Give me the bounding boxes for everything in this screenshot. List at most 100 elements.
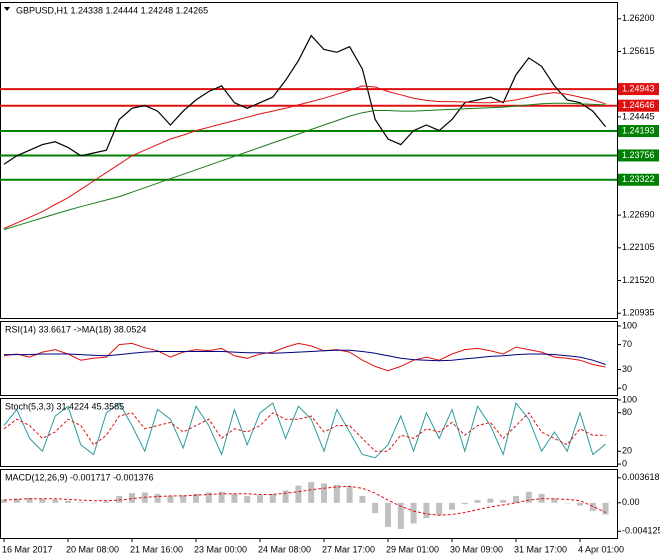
y-tick-label: 1.20935	[622, 308, 655, 318]
y-tick-label: 0	[622, 458, 627, 468]
series-line	[4, 349, 606, 365]
histogram-bar	[500, 500, 507, 503]
panel-frame	[0, 321, 618, 396]
series-line	[3, 401, 606, 459]
histogram-bar	[1, 499, 7, 503]
plot-area	[0, 34, 617, 231]
plot-area	[1, 482, 609, 530]
histogram-bar	[487, 498, 494, 503]
y-tick-label: 1.24445	[622, 111, 655, 121]
level-label-box	[618, 149, 659, 162]
panel-frame	[0, 469, 618, 539]
level-label-box	[618, 83, 659, 96]
histogram-bar	[116, 495, 123, 503]
x-tick-label: 23 Mar 00:00	[194, 544, 247, 554]
y-tick-label: -0.004125	[622, 526, 660, 536]
level-label: 1.24646	[622, 100, 655, 110]
y-tick-label: 1.21520	[622, 275, 655, 285]
histogram-bar	[513, 495, 519, 503]
level-label-box	[618, 173, 659, 186]
histogram-bar	[26, 497, 33, 503]
x-tick-label: 27 Mar 17:00	[322, 544, 375, 554]
y-tick-label: 70	[622, 339, 632, 349]
x-tick-label: 20 Mar 08:00	[66, 544, 119, 554]
histogram-bar	[52, 499, 59, 503]
x-tick-label: 24 Mar 08:00	[258, 544, 311, 554]
plot-area	[3, 401, 606, 459]
y-tick-label: 30	[622, 364, 632, 374]
series-line	[3, 412, 606, 452]
histogram-bar	[39, 498, 46, 503]
histogram-bar	[180, 495, 187, 503]
x-tick-label: 4 Apr 01:00	[578, 544, 624, 554]
histogram-bar	[551, 498, 558, 503]
y-tick-label: 0.00	[622, 497, 640, 507]
histogram-bar	[282, 490, 289, 503]
y-tick-label: 80	[622, 407, 632, 417]
histogram-bar	[231, 493, 238, 503]
level-label-box	[618, 125, 659, 138]
histogram-bar	[257, 495, 263, 503]
series-line	[3, 34, 607, 165]
series-line	[3, 85, 606, 229]
panel-frame	[0, 2, 618, 319]
y-tick-label: 1.22105	[622, 242, 655, 252]
histogram-bar	[564, 502, 571, 504]
histogram-bar	[602, 502, 609, 515]
histogram-bar	[103, 501, 110, 503]
x-tick-label: 16 Mar 2017	[2, 544, 53, 554]
histogram-bar	[449, 502, 455, 510]
x-tick-label: 30 Mar 09:00	[450, 544, 503, 554]
histogram-bar	[461, 502, 468, 505]
level-label: 1.24943	[622, 83, 655, 93]
plot-area	[3, 342, 606, 372]
histogram-bar	[65, 500, 71, 503]
y-tick-label: 100	[622, 320, 637, 330]
histogram-bar	[244, 495, 251, 503]
level-label: 1.23756	[622, 150, 655, 160]
histogram-bar	[577, 502, 583, 506]
series-line	[3, 485, 606, 516]
histogram-bar	[218, 491, 225, 503]
title-icon	[4, 7, 10, 11]
y-tick-label: 1.22690	[622, 209, 655, 219]
x-tick-label: 31 Mar 17:00	[514, 544, 567, 554]
y-tick-label: 1.26200	[622, 13, 655, 23]
panel-frame	[0, 398, 618, 467]
histogram-bar	[436, 502, 443, 516]
series-line	[3, 102, 606, 231]
histogram-bar	[372, 502, 379, 514]
histogram-bar	[397, 502, 404, 530]
histogram-bar	[589, 502, 596, 512]
x-tick-label: 21 Mar 16:00	[130, 544, 183, 554]
y-tick-label: 100	[622, 394, 637, 404]
histogram-bar	[90, 502, 97, 504]
histogram-bar	[385, 502, 391, 527]
y-tick-label: 0	[622, 383, 627, 393]
histogram-bar	[308, 482, 315, 503]
histogram-bar	[359, 495, 366, 503]
level-label: 1.24193	[622, 125, 655, 135]
histogram-bar	[193, 493, 199, 503]
histogram-bar	[154, 493, 161, 503]
panel-title: GBPUSD,H1 1.24338 1.24444 1.24248 1.2426…	[16, 5, 208, 15]
histogram-bar	[295, 485, 302, 503]
histogram-bar	[269, 493, 276, 503]
histogram-bar	[423, 502, 430, 518]
series-line	[3, 342, 606, 372]
histogram-bar	[346, 486, 353, 503]
histogram-bar	[525, 491, 532, 503]
y-tick-label: 0.003618	[622, 472, 660, 482]
histogram-bar	[474, 500, 481, 503]
level-label: 1.23322	[622, 174, 655, 184]
panel-title: Stoch(5,3,3) 31.4224 45.3585	[5, 401, 124, 411]
x-tick-label: 29 Mar 01:00	[386, 544, 439, 554]
histogram-bar	[77, 502, 84, 503]
level-label-box	[618, 99, 659, 112]
histogram-bar	[321, 483, 327, 503]
histogram-bar	[410, 502, 417, 524]
y-tick-label: 1.25615	[622, 46, 655, 56]
histogram-bar	[333, 484, 340, 503]
